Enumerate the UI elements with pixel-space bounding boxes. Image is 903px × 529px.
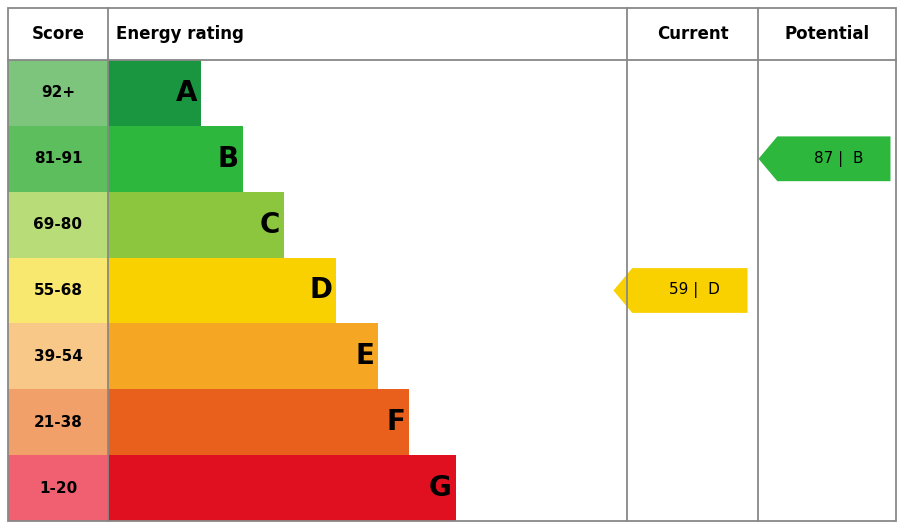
Text: Current: Current — [656, 25, 728, 43]
Text: G: G — [429, 474, 452, 502]
Text: Score: Score — [32, 25, 84, 43]
Text: D: D — [309, 277, 332, 305]
Text: Energy rating: Energy rating — [116, 25, 244, 43]
Text: 69-80: 69-80 — [33, 217, 82, 232]
Bar — [8, 191, 107, 258]
Bar — [107, 323, 377, 389]
Text: 1-20: 1-20 — [39, 480, 77, 496]
Polygon shape — [758, 136, 889, 181]
Polygon shape — [613, 268, 747, 313]
Bar — [8, 323, 107, 389]
Text: Potential: Potential — [784, 25, 869, 43]
Text: C: C — [260, 211, 280, 239]
Text: 59 |  D: 59 | D — [668, 282, 719, 298]
Bar — [8, 455, 107, 521]
Bar — [107, 455, 455, 521]
Bar — [107, 60, 201, 126]
Text: B: B — [218, 145, 238, 173]
Bar — [8, 60, 107, 126]
Bar — [107, 126, 243, 191]
Bar — [8, 126, 107, 191]
Bar — [107, 191, 284, 258]
Text: 39-54: 39-54 — [33, 349, 82, 364]
Bar — [8, 258, 107, 323]
Bar — [8, 389, 107, 455]
Text: 92+: 92+ — [41, 85, 75, 101]
Text: 81-91: 81-91 — [33, 151, 82, 166]
Bar — [107, 389, 408, 455]
Text: E: E — [355, 342, 374, 370]
Text: 87 |  B: 87 | B — [813, 151, 862, 167]
Text: 55-68: 55-68 — [33, 283, 82, 298]
Bar — [107, 258, 336, 323]
Text: A: A — [176, 79, 197, 107]
Text: 21-38: 21-38 — [33, 415, 82, 430]
Text: F: F — [386, 408, 405, 436]
